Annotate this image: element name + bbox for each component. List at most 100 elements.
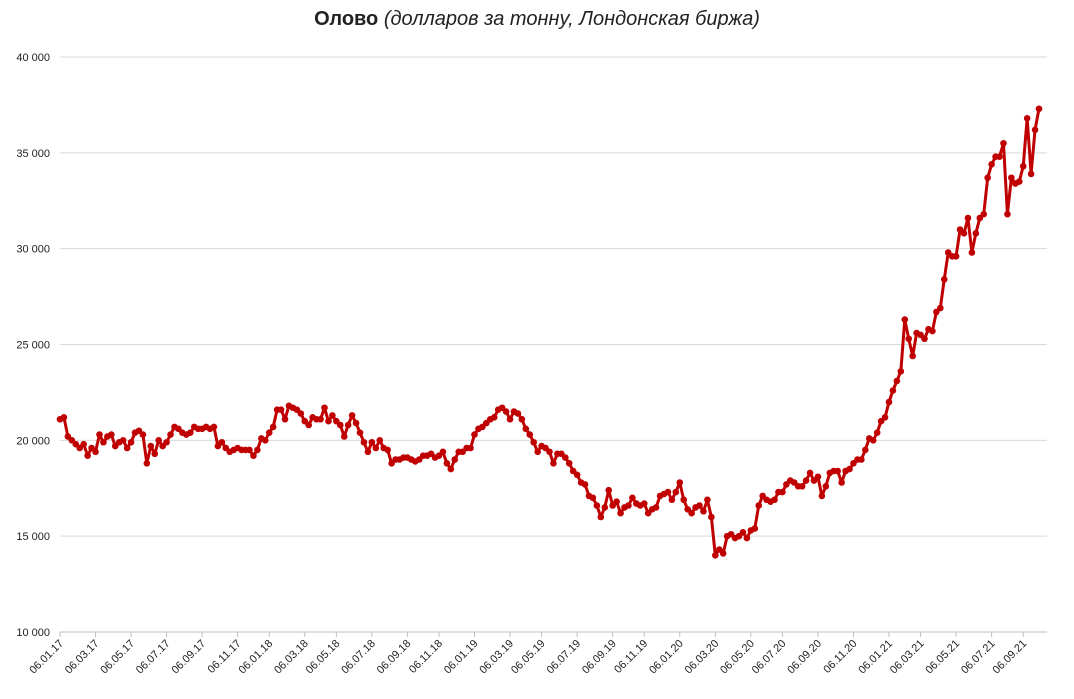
point bbox=[597, 513, 605, 521]
point bbox=[897, 368, 905, 375]
y-tick-label: 35 000 bbox=[16, 148, 50, 160]
point bbox=[1027, 170, 1035, 178]
point bbox=[443, 460, 451, 467]
point bbox=[321, 404, 328, 412]
x-tick-label: 06.05.21 bbox=[923, 638, 962, 677]
point bbox=[518, 415, 526, 423]
y-tick-label: 20 000 bbox=[16, 435, 50, 447]
point bbox=[506, 415, 514, 423]
point bbox=[802, 477, 810, 484]
point bbox=[589, 494, 597, 502]
point bbox=[522, 425, 530, 433]
point bbox=[297, 410, 305, 417]
line bbox=[59, 108, 1041, 557]
point bbox=[593, 502, 601, 509]
point bbox=[980, 210, 988, 218]
point bbox=[676, 479, 684, 486]
point bbox=[254, 446, 261, 454]
point bbox=[739, 529, 747, 536]
point bbox=[534, 448, 541, 456]
point bbox=[751, 525, 759, 532]
point bbox=[348, 412, 356, 419]
x-tick-label: 06.03.17 bbox=[63, 638, 102, 677]
x-tick-label: 06.01.18 bbox=[237, 638, 276, 677]
point bbox=[711, 552, 719, 559]
point bbox=[700, 507, 707, 515]
point bbox=[344, 421, 352, 429]
point bbox=[964, 214, 972, 222]
point bbox=[565, 460, 573, 467]
point bbox=[467, 444, 474, 452]
point bbox=[250, 452, 257, 459]
point bbox=[613, 498, 620, 505]
point bbox=[984, 174, 991, 182]
point bbox=[340, 433, 348, 440]
point bbox=[869, 437, 877, 444]
point bbox=[246, 446, 253, 454]
point bbox=[672, 488, 680, 496]
x-tick-label: 06.01.17 bbox=[27, 638, 66, 677]
x-tick-label: 06.07.20 bbox=[750, 638, 789, 677]
point bbox=[376, 437, 384, 444]
point bbox=[281, 415, 289, 423]
point bbox=[771, 496, 778, 504]
x-tick-label: 06.09.21 bbox=[991, 638, 1030, 677]
x-tick-label: 06.03.20 bbox=[683, 638, 722, 677]
point bbox=[601, 504, 609, 511]
x-tick-label: 06.11.20 bbox=[821, 638, 859, 676]
x-tick-label: 06.09.17 bbox=[169, 638, 208, 677]
point bbox=[143, 460, 151, 467]
point bbox=[490, 414, 498, 421]
chart-title: Олово bbox=[314, 8, 378, 30]
point bbox=[873, 429, 881, 436]
point bbox=[329, 412, 336, 419]
point bbox=[352, 419, 360, 427]
chart-title-group: Олово (долларов за тонну, Лондонская бир… bbox=[314, 8, 760, 30]
point bbox=[814, 473, 822, 481]
point bbox=[696, 502, 703, 509]
point bbox=[929, 327, 936, 335]
point bbox=[640, 500, 648, 507]
point bbox=[1023, 115, 1031, 122]
y-tick-label: 10 000 bbox=[16, 627, 50, 639]
point bbox=[127, 438, 135, 446]
point bbox=[550, 460, 557, 467]
point bbox=[269, 423, 277, 431]
point bbox=[885, 398, 893, 406]
y-tick-label: 30 000 bbox=[16, 244, 50, 256]
point bbox=[858, 456, 865, 463]
point bbox=[940, 276, 948, 283]
point bbox=[186, 429, 194, 436]
point bbox=[889, 387, 897, 394]
point bbox=[625, 502, 632, 509]
x-tick-label: 06.09.18 bbox=[375, 638, 414, 677]
point bbox=[119, 437, 127, 444]
point bbox=[862, 446, 869, 454]
point bbox=[530, 438, 538, 446]
x-tick-label: 06.09.19 bbox=[580, 638, 619, 677]
point bbox=[514, 410, 522, 417]
x-tick-label: 06.07.19 bbox=[544, 638, 583, 677]
point bbox=[218, 438, 226, 446]
point bbox=[688, 509, 695, 517]
point bbox=[1035, 105, 1043, 113]
point bbox=[265, 429, 273, 436]
point bbox=[277, 406, 285, 413]
x-tick-label: 06.11.19 bbox=[612, 638, 650, 676]
point bbox=[372, 444, 380, 452]
point bbox=[972, 230, 980, 237]
point bbox=[368, 438, 376, 446]
point bbox=[451, 456, 459, 463]
x-tick-label: 06.05.17 bbox=[98, 638, 137, 677]
point bbox=[108, 431, 115, 438]
point bbox=[605, 486, 613, 494]
x-tick-label: 06.05.18 bbox=[304, 638, 343, 677]
point bbox=[151, 450, 159, 458]
point bbox=[704, 496, 711, 504]
point bbox=[167, 431, 174, 438]
point bbox=[838, 479, 845, 486]
point bbox=[846, 465, 853, 473]
point bbox=[147, 442, 155, 450]
point bbox=[581, 481, 589, 488]
point bbox=[755, 502, 763, 509]
